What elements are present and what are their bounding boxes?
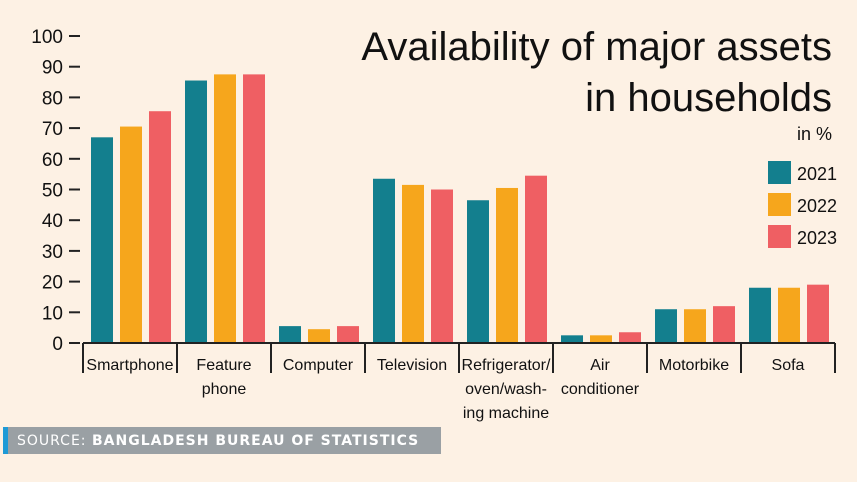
legend: 2021 2022 2023 bbox=[768, 161, 837, 248]
y-tick-label: 50 bbox=[42, 181, 63, 202]
source-bar: SOURCE: BANGLADESH BUREAU OF STATISTICS bbox=[3, 427, 441, 454]
bar bbox=[561, 335, 583, 343]
bar bbox=[402, 184, 424, 343]
source-name: BANGLADESH BUREAU OF STATISTICS bbox=[91, 432, 420, 449]
chart-title-line: Availability of major assets bbox=[361, 25, 832, 69]
y-tick-label: 70 bbox=[42, 119, 63, 140]
x-tick-label: Refrigerator/ bbox=[462, 357, 551, 374]
bar bbox=[778, 287, 800, 343]
legend-swatch bbox=[768, 161, 791, 184]
bar bbox=[185, 80, 207, 343]
bar bbox=[373, 178, 395, 343]
bar bbox=[120, 126, 142, 343]
y-tick-label: 80 bbox=[42, 88, 63, 109]
bar bbox=[807, 284, 829, 343]
legend-label: 2021 bbox=[797, 164, 837, 184]
bar bbox=[713, 306, 735, 343]
bar bbox=[149, 111, 171, 343]
x-tick-label: Smartphone bbox=[86, 357, 173, 374]
chart-title: Availability of major assets in household… bbox=[361, 25, 832, 120]
bar bbox=[91, 137, 113, 343]
chart-title-line: in households bbox=[585, 76, 832, 120]
bar bbox=[655, 309, 677, 343]
bar bbox=[214, 74, 236, 343]
unit-label: in % bbox=[797, 124, 832, 144]
x-tick-label: oven/wash- bbox=[465, 381, 547, 398]
x-tick-label: phone bbox=[202, 381, 247, 398]
source-prefix: SOURCE: bbox=[17, 432, 92, 449]
x-tick-label: Air bbox=[590, 357, 610, 374]
x-tick-label: Feature bbox=[196, 357, 251, 374]
y-tick-label: 90 bbox=[42, 58, 63, 79]
unit-label-text: in % bbox=[797, 124, 832, 144]
x-tick-label: Sofa bbox=[772, 357, 805, 374]
y-tick-label: 0 bbox=[52, 334, 63, 355]
y-tick-label: 100 bbox=[31, 27, 63, 48]
y-tick-label: 60 bbox=[42, 150, 63, 171]
legend-swatch bbox=[768, 225, 791, 248]
x-tick-label: ing machine bbox=[463, 405, 549, 422]
bars bbox=[91, 74, 829, 343]
y-tick-label: 40 bbox=[42, 211, 63, 232]
x-tick-label: Television bbox=[377, 357, 447, 374]
bar bbox=[684, 309, 706, 343]
legend-label: 2022 bbox=[797, 196, 837, 216]
y-tick-label: 30 bbox=[42, 242, 63, 263]
source-accent bbox=[3, 427, 8, 454]
bar bbox=[279, 326, 301, 343]
bar bbox=[243, 74, 265, 343]
legend-swatch bbox=[768, 193, 791, 216]
x-tick-label: Motorbike bbox=[659, 357, 729, 374]
bar bbox=[496, 187, 518, 343]
bar bbox=[467, 200, 489, 343]
legend-label: 2023 bbox=[797, 228, 837, 248]
bar bbox=[431, 189, 453, 343]
bar bbox=[590, 335, 612, 343]
source-text: SOURCE: BANGLADESH BUREAU OF STATISTICS bbox=[8, 433, 419, 449]
bar bbox=[619, 332, 641, 343]
y-tick-label: 20 bbox=[42, 273, 63, 294]
y-axis: 0 10 20 30 40 50 60 70 80 90 100 bbox=[31, 27, 80, 355]
x-axis: Smartphone Feature phone Computer Television… bbox=[82, 342, 836, 422]
x-tick-label: conditioner bbox=[561, 381, 640, 398]
x-tick-label: Computer bbox=[283, 357, 354, 374]
bar bbox=[749, 287, 771, 343]
bar bbox=[308, 329, 330, 343]
bar bbox=[337, 326, 359, 343]
y-tick-label: 10 bbox=[42, 303, 63, 324]
bar bbox=[525, 175, 547, 343]
